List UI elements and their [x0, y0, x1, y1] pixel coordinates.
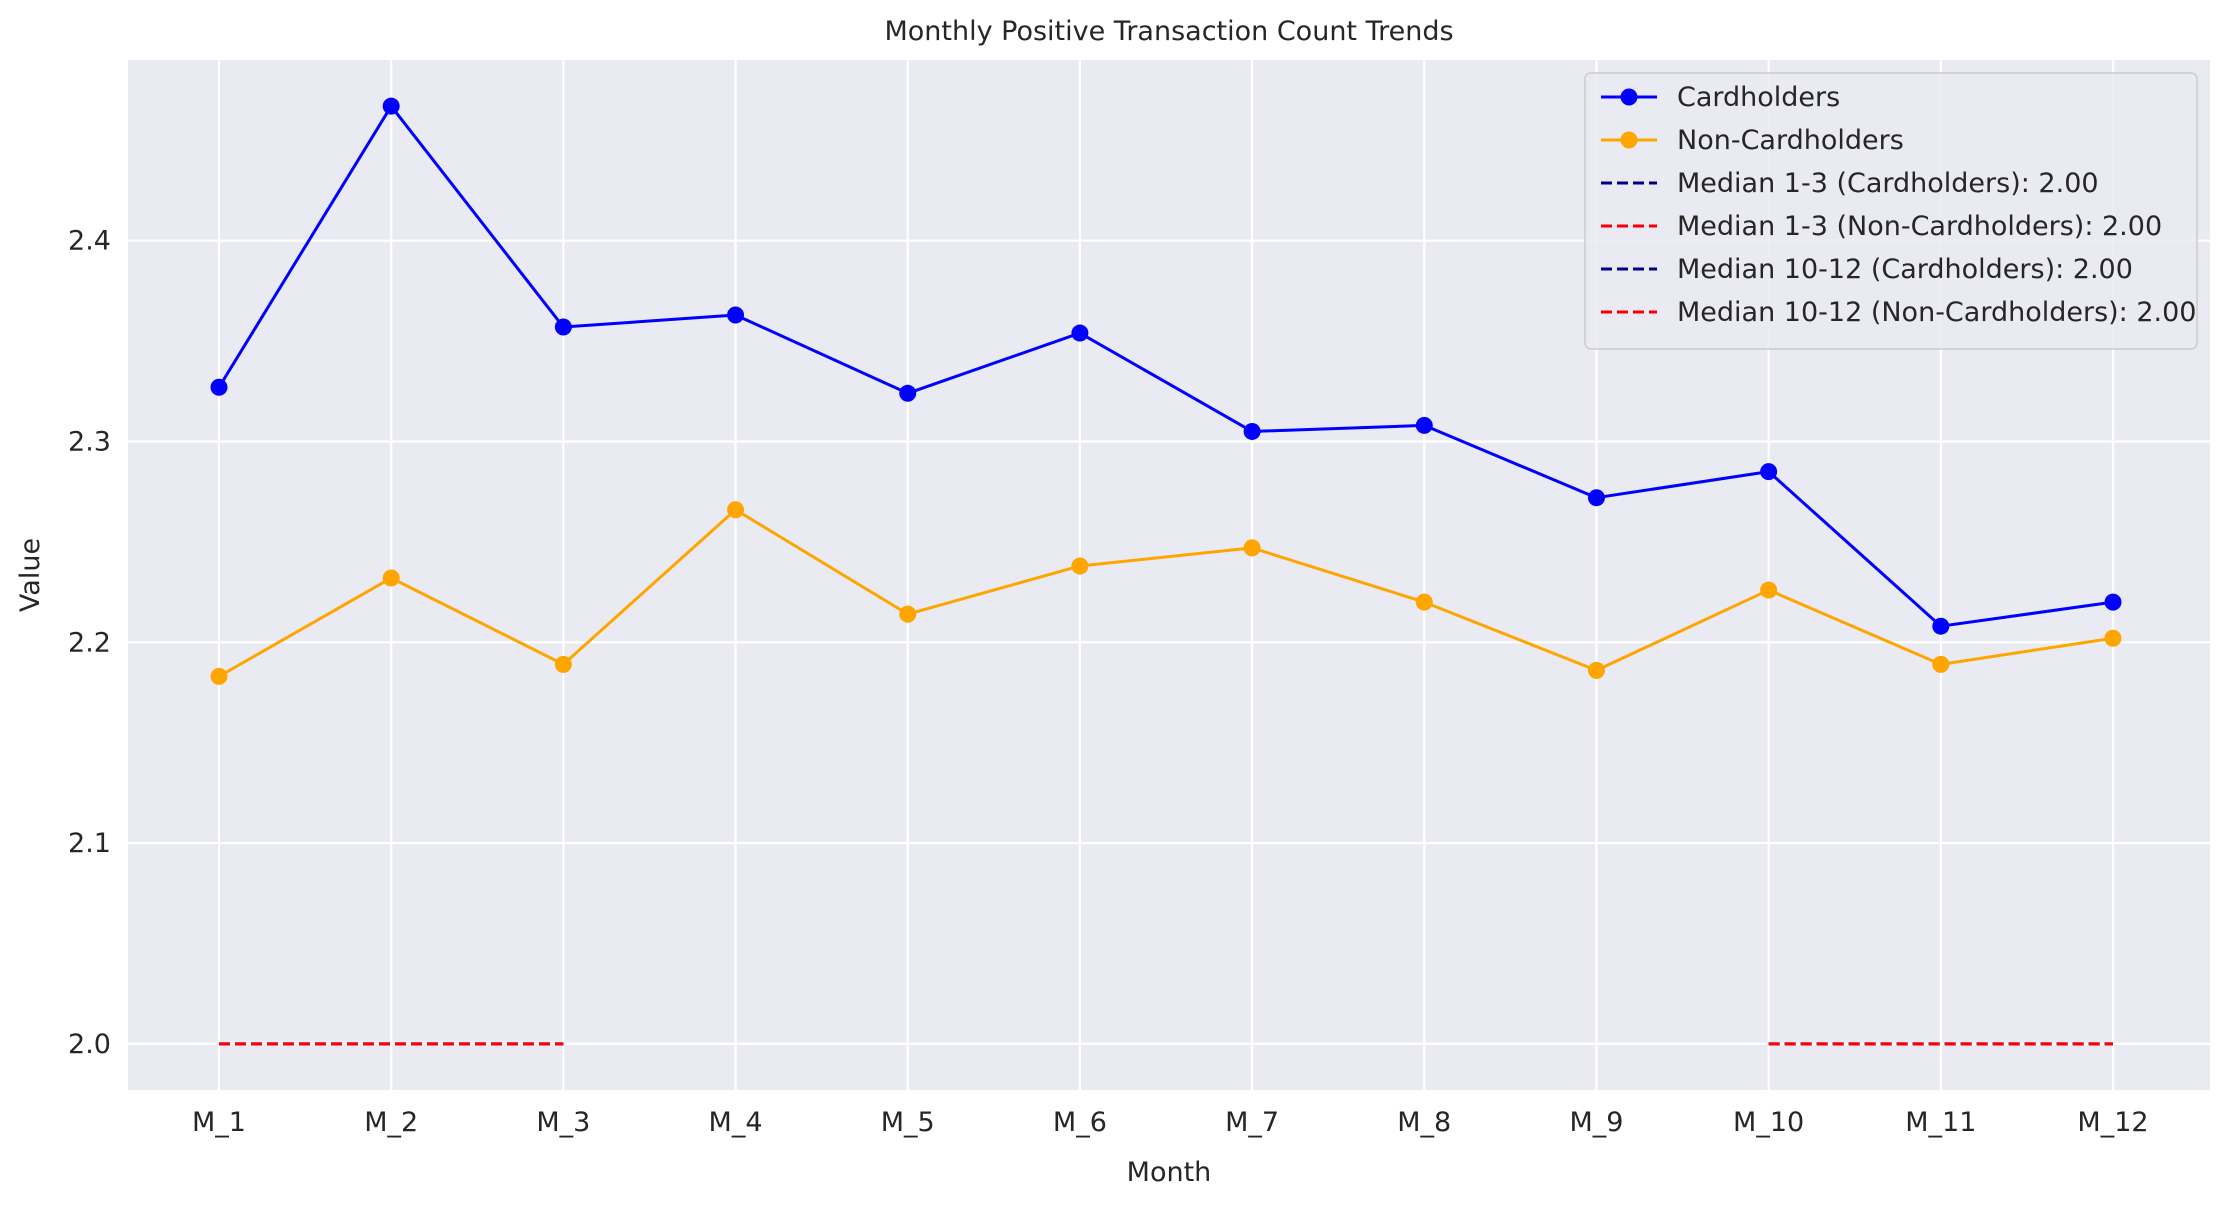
x-tick-label: M_1 [192, 1107, 246, 1138]
x-tick-label: M_4 [709, 1107, 763, 1138]
data-point [210, 378, 228, 396]
y-tick-label: 2.0 [68, 1029, 111, 1060]
series-cardholders [210, 97, 2122, 635]
x-tick-label: M_6 [1053, 1107, 1107, 1138]
data-point [1587, 489, 1605, 507]
data-point [1243, 539, 1261, 557]
data-point [899, 384, 917, 402]
x-axis-label: Month [1127, 1157, 1212, 1188]
legend-label: Cardholders [1677, 82, 1840, 113]
data-point [1587, 661, 1605, 679]
data-point [1415, 593, 1433, 611]
data-point [727, 306, 745, 324]
data-point [382, 97, 400, 115]
legend-entry: Median 10-12 (Non-Cardholders): 2.00 [1601, 297, 2196, 328]
data-point [210, 667, 228, 685]
data-point [2104, 593, 2122, 611]
y-axis-label: Value [15, 538, 46, 612]
x-tick-label: M_9 [1569, 1107, 1623, 1138]
y-tick-label: 2.1 [68, 828, 111, 859]
x-tick-label: M_10 [1733, 1107, 1804, 1138]
legend-label: Non-Cardholders [1677, 125, 1904, 156]
series [210, 97, 2122, 685]
data-point [727, 501, 745, 519]
series-line [218, 508, 2114, 678]
legend-entry: Median 10-12 (Cardholders): 2.00 [1601, 254, 2133, 285]
x-tick-label: M_2 [364, 1107, 418, 1138]
legend-marker [1620, 88, 1638, 106]
data-point [899, 605, 917, 623]
data-point [1760, 463, 1778, 481]
chart-title: Monthly Positive Transaction Count Trend… [884, 16, 1453, 47]
legend-entry: Median 1-3 (Non-Cardholders): 2.00 [1601, 211, 2162, 242]
legend-marker [1620, 131, 1638, 149]
legend: Cardholders Non-Cardholders Median 1-3 (Ca… [1584, 72, 2198, 350]
x-tick-label: M_5 [881, 1107, 935, 1138]
data-point [1415, 416, 1433, 434]
legend-label: Median 10-12 (Non-Cardholders): 2.00 [1677, 297, 2196, 328]
x-tick-label: M_3 [536, 1107, 590, 1138]
data-point [1243, 422, 1261, 440]
series-non-cardholders [210, 501, 2122, 685]
legend-entry: Median 1-3 (Cardholders): 2.00 [1601, 168, 2099, 199]
series-line [217, 104, 2114, 628]
x-tick-label: M_7 [1225, 1107, 1279, 1138]
legend-label: Median 1-3 (Non-Cardholders): 2.00 [1677, 211, 2162, 242]
data-point [1071, 324, 1089, 342]
x-tick-label: M_8 [1397, 1107, 1451, 1138]
legend-entry: Non-Cardholders [1601, 125, 1904, 156]
legend-label: Median 1-3 (Cardholders): 2.00 [1677, 168, 2099, 199]
legend-label: Median 10-12 (Cardholders): 2.00 [1677, 254, 2133, 285]
x-tick-label: M_12 [2077, 1107, 2148, 1138]
data-point [1071, 557, 1089, 575]
x-tick-label: M_11 [1905, 1107, 1976, 1138]
y-tick-label: 2.4 [68, 226, 111, 257]
y-tick-label: 2.2 [68, 627, 111, 658]
data-point [554, 318, 572, 336]
data-point [554, 655, 572, 673]
axis-ticks: M_1 M_2 M_3 M_4 M_5 M_6 M_7 M_8 M_9 M_10 M_11 M_12 2… [68, 226, 2149, 1138]
data-point [1932, 655, 1950, 673]
y-tick-label: 2.3 [68, 426, 111, 457]
data-point [2104, 629, 2122, 647]
data-point [1760, 581, 1778, 599]
legend-entry: Cardholders [1601, 82, 1840, 113]
legend-box [1584, 72, 2198, 350]
data-point [382, 569, 400, 587]
data-point [1932, 617, 1950, 635]
